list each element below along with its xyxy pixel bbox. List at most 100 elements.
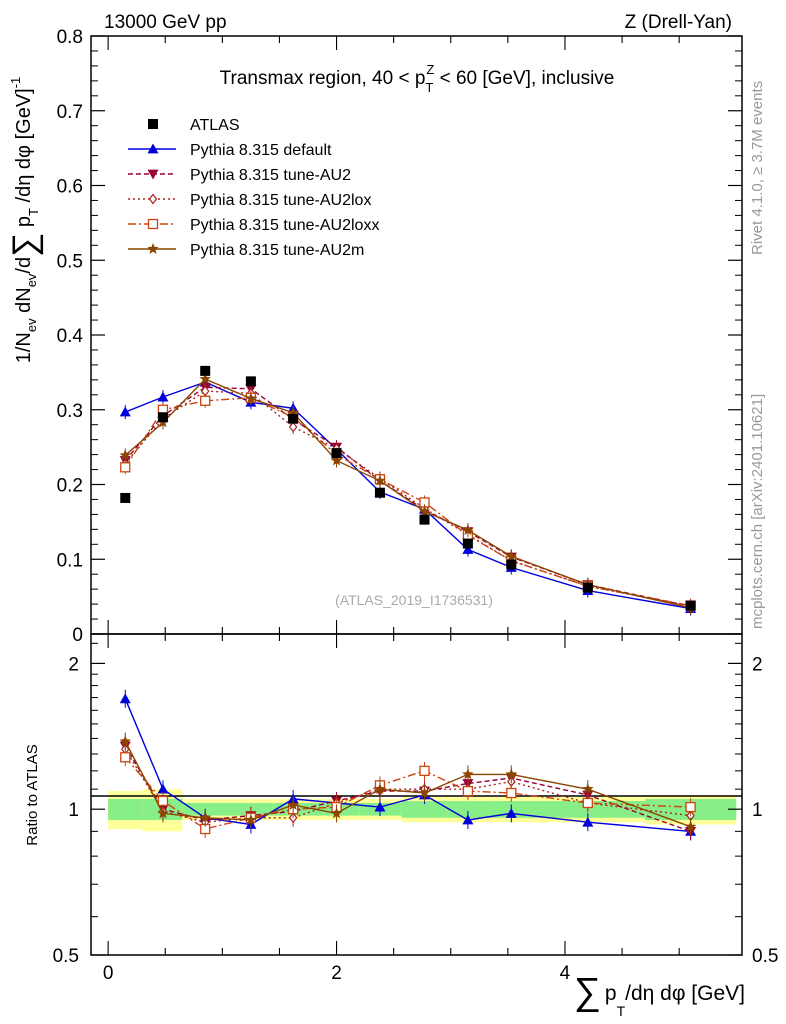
ratio-tick-labels: 0.5 0.5 1 1 2 2	[53, 654, 779, 967]
series-point	[245, 392, 257, 404]
data-point	[245, 376, 256, 387]
x-tick-label: 0	[103, 963, 114, 984]
title-pre: Transmax region, 40 < p	[220, 68, 426, 89]
ratio-panel: 0.5 0.5 1 1 2 2 0 2 4 Ratio to ATLAS	[24, 633, 779, 984]
ratio-point	[582, 783, 594, 794]
series-line	[124, 378, 691, 609]
ratio-y-tick-label: 2	[68, 654, 79, 675]
data-point	[506, 559, 517, 570]
data-point	[685, 600, 696, 611]
legend-item-3: Pythia 8.315 tune-AU2loxx	[128, 217, 379, 234]
series-3	[120, 390, 696, 613]
ratio-point	[419, 765, 430, 776]
ratio-band-stat	[401, 800, 447, 818]
header-left: 13000 GeV pp	[104, 12, 227, 33]
ratio-point	[582, 816, 594, 827]
legend-marker	[147, 218, 159, 230]
main-panel: 0 0.1 0.2 0.3 0.4 0.5 0.6 0.7 0.8 Transmax regio…	[57, 27, 743, 646]
ratio-point	[374, 801, 386, 812]
x-axis-label: ∑ pT/dη dφ [GeV]	[574, 971, 745, 1019]
data-point	[331, 448, 342, 459]
series-point	[288, 421, 298, 433]
ratio-point	[505, 807, 517, 818]
main-tick-labels: 0 0.1 0.2 0.3 0.4 0.5 0.6 0.7 0.8	[57, 27, 84, 646]
legend-label: Pythia 8.315 tune-AU2	[190, 167, 351, 184]
ratio-line	[124, 745, 691, 833]
ratio-point	[119, 693, 131, 704]
y-tick-label: 0.7	[57, 102, 83, 123]
legend-marker	[147, 169, 159, 180]
ratio-series	[119, 689, 697, 841]
ratio-point	[462, 768, 474, 780]
ratio-point	[157, 795, 169, 807]
ratio-y-tick-label-right: 0.5	[752, 946, 778, 967]
mcplots-label: mcplots.cern.ch [arXiv:2401.10621]	[749, 394, 766, 629]
title-post: < 60 [GeV], inclusive	[434, 68, 614, 89]
plot-title: Transmax region, 40 < pTZ < 60 [GeV], in…	[220, 62, 615, 95]
series-point	[374, 474, 386, 486]
watermark: (ATLAS_2019_I1736531)	[335, 592, 493, 608]
legend-item-0: Pythia 8.315 default	[128, 142, 332, 159]
y-tick-label: 0.3	[57, 401, 83, 422]
header-right: Z (Drell-Yan)	[625, 12, 732, 33]
ratio-frame	[90, 633, 743, 956]
series-point	[287, 406, 299, 418]
legend-label: Pythia 8.315 tune-AU2loxx	[190, 217, 379, 234]
series-point	[462, 524, 474, 535]
ratio-point	[462, 814, 474, 825]
ratio-point	[685, 801, 696, 813]
series-1	[119, 380, 697, 614]
series-point	[505, 550, 517, 562]
data-point	[288, 413, 299, 424]
data-point	[157, 412, 168, 423]
legend-item-2: Pythia 8.315 tune-AU2lox	[128, 192, 371, 209]
series-point	[200, 395, 211, 406]
ratio-line	[124, 698, 691, 833]
ratio-line	[124, 756, 691, 830]
data-point	[582, 582, 593, 593]
ratio-point	[462, 785, 474, 797]
y-tick-label: 0.8	[57, 27, 83, 48]
ratio-point	[287, 799, 299, 810]
ratio-point	[505, 768, 517, 780]
ratio-point	[418, 787, 431, 798]
ratio-y-tick-label: 1	[68, 800, 79, 821]
data-point	[419, 514, 430, 525]
series-point	[120, 462, 131, 473]
main-ticks	[91, 35, 742, 635]
title-sup: Z	[426, 62, 434, 77]
y-tick-label: 0.1	[57, 550, 83, 571]
data-point	[462, 538, 473, 549]
series-line	[125, 381, 691, 610]
ratio-point	[119, 735, 131, 747]
ratio-series-4	[119, 732, 697, 836]
title-sub: T	[425, 80, 433, 95]
ratio-point	[374, 783, 386, 794]
series-line	[124, 390, 691, 607]
series-point	[119, 449, 131, 461]
legend-item-data: ATLAS	[148, 117, 240, 134]
x-tick-label: 2	[331, 963, 342, 984]
legend-label: Pythia 8.315 default	[190, 142, 332, 159]
ratio-ylabel: Ratio to ATLAS	[24, 744, 41, 845]
legend-marker	[148, 119, 158, 129]
ratio-point	[245, 814, 257, 825]
y-tick-label: 0.6	[57, 177, 83, 198]
y-tick-label: 0.5	[57, 251, 83, 272]
series-point	[199, 373, 211, 384]
ratio-y-tick-label-right: 1	[752, 800, 763, 821]
ratio-point	[120, 752, 131, 763]
y-axis-label: 1/Nev dNev/d∑ pT /dη dφ [GeV]-1	[6, 77, 44, 364]
y-tick-label: 0.4	[57, 326, 84, 347]
legend-marker	[147, 243, 159, 254]
series-point	[157, 391, 169, 402]
x-tick-labels: 0 2 4	[103, 963, 571, 984]
series-point	[462, 544, 474, 554]
ratio-ticks	[91, 634, 742, 956]
series-line	[124, 397, 691, 607]
main-frame	[90, 35, 743, 635]
legend-item-1: Pythia 8.315 tune-AU2	[128, 167, 351, 184]
data-point	[200, 365, 211, 376]
ratio-point	[157, 783, 169, 794]
